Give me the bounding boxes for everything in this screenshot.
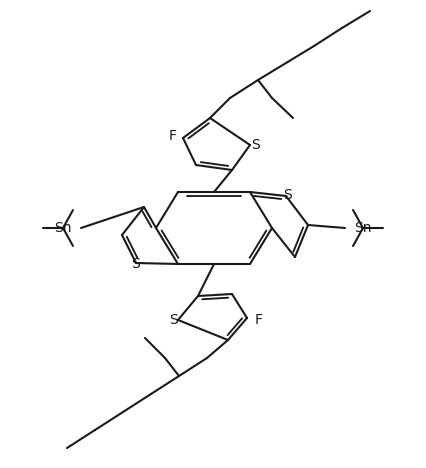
Text: S: S — [250, 138, 259, 152]
Text: S: S — [284, 188, 292, 202]
Text: F: F — [255, 313, 263, 327]
Text: Sn: Sn — [354, 221, 372, 235]
Text: F: F — [169, 129, 177, 143]
Text: S: S — [131, 257, 139, 271]
Text: S: S — [169, 313, 177, 327]
Text: Sn: Sn — [54, 221, 72, 235]
